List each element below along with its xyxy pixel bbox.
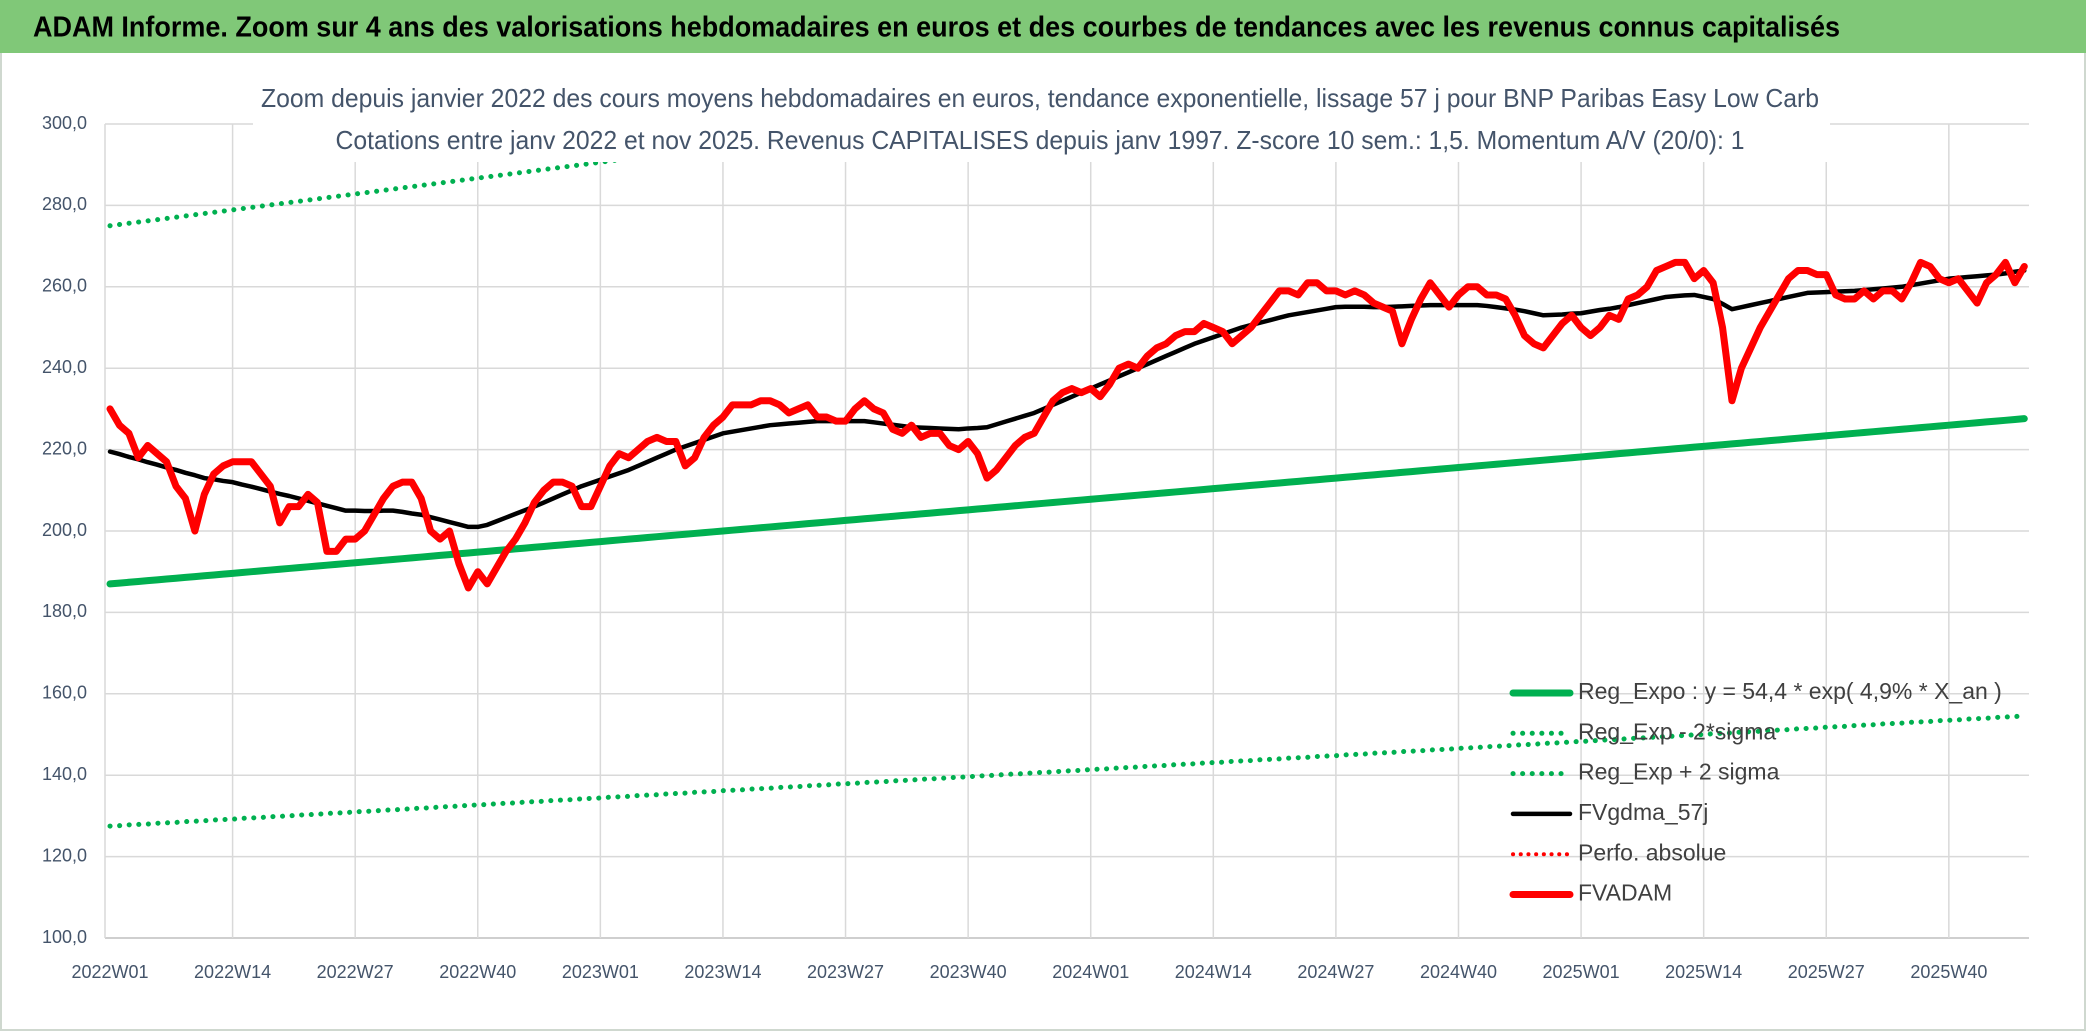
y-tick-label: 220,0 [42, 438, 87, 458]
header-band [0, 0, 2086, 53]
legend-label: Reg_Exp - 2*sigma [1578, 718, 1776, 744]
legend-label: Reg_Exp + 2 sigma [1578, 759, 1780, 785]
y-tick-label: 260,0 [42, 276, 87, 296]
x-tick-label: 2023W40 [930, 962, 1007, 982]
y-tick-label: 300,0 [42, 113, 87, 133]
x-tick-label: 2025W27 [1788, 962, 1865, 982]
y-tick-label: 240,0 [42, 357, 87, 377]
x-tick-label: 2022W14 [194, 962, 271, 982]
legend: Reg_Expo : y = 54,4 * exp( 4,9% * X_an )… [1509, 678, 2002, 906]
series-line [106, 415, 2028, 588]
y-tick-label: 200,0 [42, 520, 87, 540]
legend-label: Perfo. absolue [1578, 839, 1726, 865]
x-tick-label: 2022W27 [317, 962, 394, 982]
x-tick-label: 2025W01 [1543, 962, 1620, 982]
subtitle: Cotations entre janv 2022 et nov 2025. R… [336, 125, 1745, 155]
x-tick-label: 2024W01 [1052, 962, 1129, 982]
x-tick-label: 2023W14 [684, 962, 761, 982]
x-tick-label: 2025W40 [1910, 962, 1987, 982]
y-tick-label: 160,0 [42, 683, 87, 703]
plot-lines [106, 118, 2028, 829]
legend-label: Reg_Expo : y = 54,4 * exp( 4,9% * X_an ) [1578, 678, 2002, 704]
legend-label: FVADAM [1578, 880, 1672, 906]
x-tick-label: 2025W14 [1665, 962, 1742, 982]
subtitle: Zoom depuis janvier 2022 des cours moyen… [261, 83, 1819, 113]
x-tick-label: 2022W40 [439, 962, 516, 982]
y-tick-label: 100,0 [42, 927, 87, 947]
y-tick-label: 140,0 [42, 764, 87, 784]
x-tick-label: 2024W40 [1420, 962, 1497, 982]
x-tick-label: 2023W27 [807, 962, 884, 982]
series-line [107, 713, 2027, 829]
x-tick-label: 2023W01 [562, 962, 639, 982]
x-tick-label: 2022W01 [71, 962, 148, 982]
series-line [106, 258, 2028, 592]
x-tick-label: 2024W27 [1297, 962, 1374, 982]
y-tick-label: 120,0 [42, 845, 87, 865]
chart-title: ADAM Informe. Zoom sur 4 ans des valoris… [33, 12, 1840, 44]
y-tick-label: 280,0 [42, 194, 87, 214]
x-tick-label: 2024W14 [1175, 962, 1252, 982]
subtitle-box [253, 78, 1830, 162]
legend-label: FVgdma_57j [1578, 799, 1708, 825]
grid: 100,0 120,0 140,0 160,0 180,0 200,0 220,0 240,0… [42, 113, 2029, 982]
y-tick-label: 180,0 [42, 601, 87, 621]
